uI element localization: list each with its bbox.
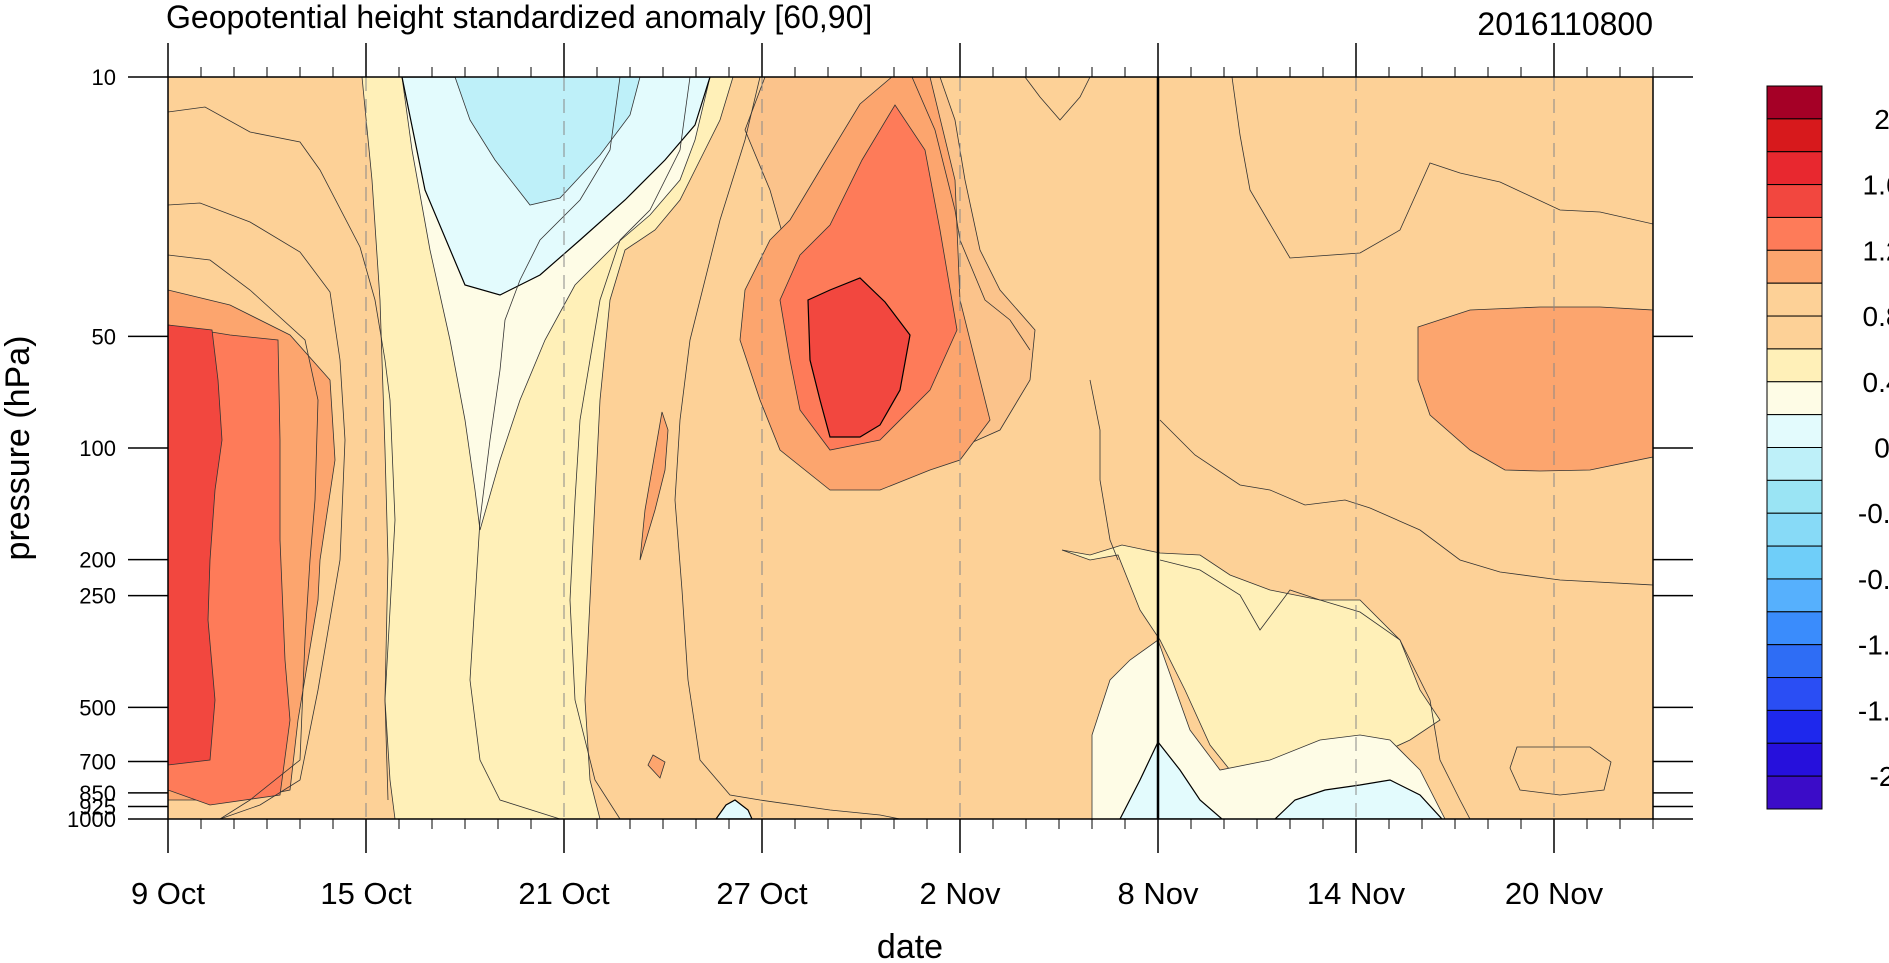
colorbar-swatch xyxy=(1766,348,1823,383)
colorbar-swatch xyxy=(1766,282,1823,317)
x-tick-label: 15 Oct xyxy=(320,876,412,911)
x-tick-label: 20 Nov xyxy=(1505,876,1604,911)
colorbar-label: -2 xyxy=(1870,761,1889,792)
colorbar-swatch xyxy=(1766,447,1823,481)
x-tick-label: 14 Nov xyxy=(1307,876,1406,911)
colorbar-label: -0.8 xyxy=(1858,564,1889,595)
x-axis-label: date xyxy=(877,928,943,963)
colorbar-swatch xyxy=(1766,249,1823,284)
y-tick-label: 100 xyxy=(79,436,116,461)
colorbar-swatch xyxy=(1766,184,1823,218)
colorbar-swatch xyxy=(1766,315,1823,350)
contour-sliver-2 xyxy=(647,754,666,779)
colorbar-swatch xyxy=(1766,677,1823,711)
colorbar-label: 0 xyxy=(1874,433,1889,464)
y-tick-label: 500 xyxy=(79,695,116,720)
colorbar-label: -1.6 xyxy=(1858,695,1889,726)
chart-timestamp: 2016110800 xyxy=(1477,6,1653,42)
colorbar-swatch xyxy=(1766,151,1823,186)
chart-title: Geopotential height standardized anomaly… xyxy=(166,0,872,35)
colorbar-label: 0.8 xyxy=(1863,301,1889,332)
colorbar-swatch xyxy=(1766,479,1823,514)
y-tick-label: 850 xyxy=(79,781,116,806)
y-tick-label: 250 xyxy=(79,584,116,609)
x-tick-label: 2 Nov xyxy=(920,876,1001,911)
colorbar-swatch xyxy=(1766,775,1823,810)
contour-band-minus0.8 xyxy=(454,77,641,206)
y-tick-label: 10 xyxy=(92,65,116,90)
colorbar-swatch xyxy=(1766,742,1823,777)
colorbar-label: 1.6 xyxy=(1863,170,1889,201)
colorbar-swatch xyxy=(1766,545,1823,580)
colorbar-swatch xyxy=(1766,611,1823,646)
y-tick-label: 925 xyxy=(79,794,116,819)
y-tick-label: 700 xyxy=(79,750,116,775)
contour-band-0.8-1.0-nov xyxy=(1417,306,1653,472)
colorbar-swatch xyxy=(1766,709,1823,744)
colorbar-swatch xyxy=(1766,578,1823,613)
colorbar-swatch xyxy=(1766,414,1823,448)
contour-sliver-1 xyxy=(639,411,669,561)
plot-area xyxy=(168,77,1653,819)
colorbar-swatch xyxy=(1766,644,1823,679)
y-axis-label: pressure (hPa) xyxy=(0,336,37,561)
colorbar-swatch xyxy=(1766,118,1823,153)
colorbar-label: 0.4 xyxy=(1863,367,1889,398)
contour-band-0-0.4-nov xyxy=(1061,544,1441,781)
x-tick-label: 21 Oct xyxy=(518,876,610,911)
colorbar-swatch xyxy=(1766,216,1823,251)
y-tick-label: 50 xyxy=(92,324,116,349)
plot-frame xyxy=(167,76,1654,820)
colorbar-swatch xyxy=(1766,381,1823,416)
contour-band-minus0.4-nov xyxy=(1119,740,1223,819)
contour-lines xyxy=(168,77,1653,819)
colorbar-label: -1.2 xyxy=(1858,630,1889,661)
x-tick-label: 9 Oct xyxy=(131,876,205,911)
colorbar-label: 1.2 xyxy=(1863,235,1889,266)
x-gridlines xyxy=(365,77,1555,819)
contour-ring-0.4 xyxy=(1509,746,1612,796)
y-tick-label: 200 xyxy=(79,548,116,573)
colorbar-swatch xyxy=(1766,512,1823,547)
contour-band-minus0.4-nov2 xyxy=(1274,779,1443,819)
x-tick-label: 8 Nov xyxy=(1118,876,1199,911)
contour-band-minus0.4-oct xyxy=(715,799,753,819)
colorbar-swatch xyxy=(1766,85,1823,120)
colorbar-label: -0.4 xyxy=(1858,498,1889,529)
x-tick-label: 27 Oct xyxy=(716,876,808,911)
colorbar-label: 2 xyxy=(1874,104,1889,135)
x-axis-ticks: 9 Oct 15 Oct 21 Oct 27 Oct 2 Nov 8 Nov 14 Nov 2… xyxy=(131,43,1604,911)
colorbar: 2 1.6 1.2 0.8 0.4 0 -0.4 -0.8 -1.2 -1.6 -2 xyxy=(1766,85,1889,810)
contour-band-1.2-1.4-late xyxy=(807,277,911,438)
contour-band-1.2-1.4 xyxy=(168,324,223,766)
y-tick-label: 1000 xyxy=(67,807,116,832)
